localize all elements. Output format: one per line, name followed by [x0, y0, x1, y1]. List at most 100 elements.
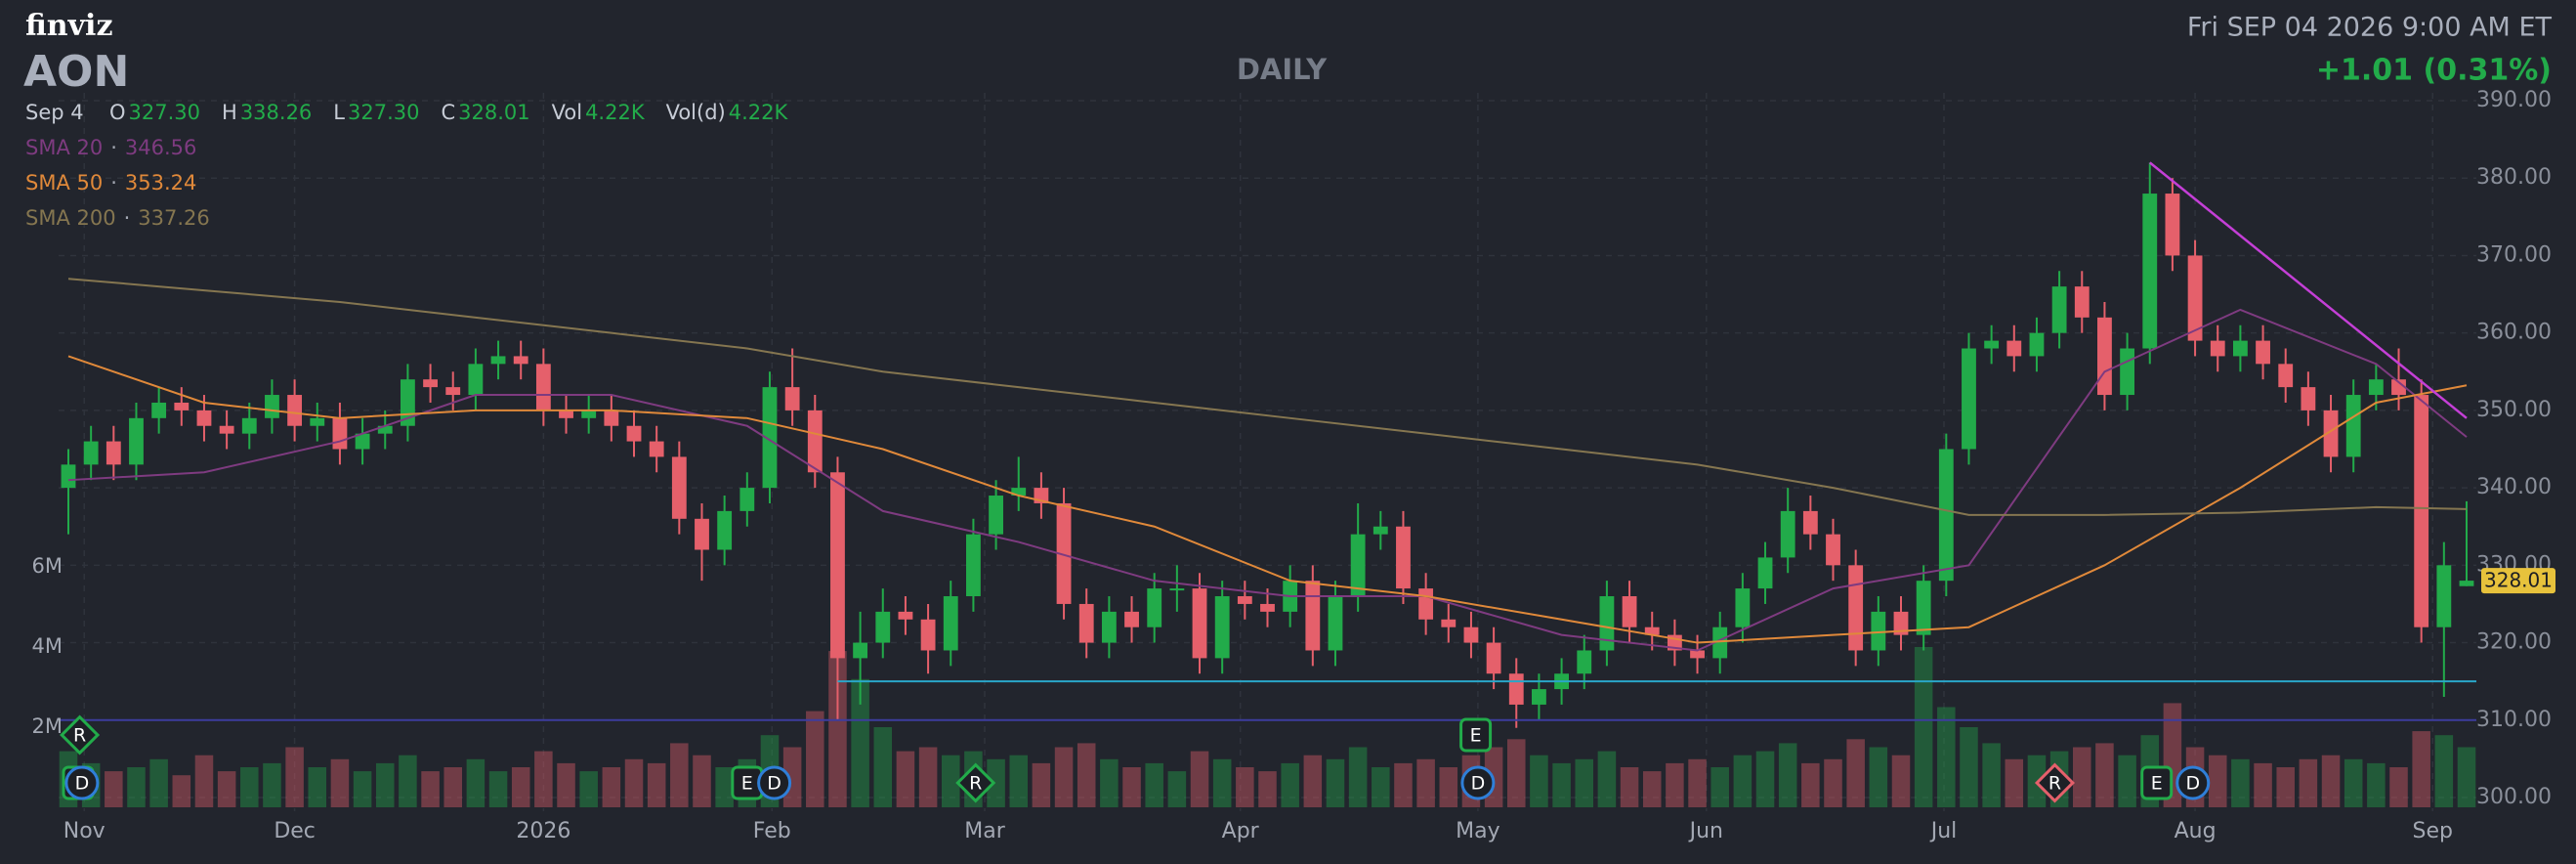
volume-bar: [602, 767, 621, 807]
info-label: O: [109, 101, 126, 124]
overlay-layer: [59, 161, 2476, 721]
y-tick-label: 350.00: [2476, 398, 2552, 422]
volume-bar: [1688, 758, 1707, 807]
candle-body: [513, 356, 528, 365]
event-label: E: [1470, 725, 1482, 747]
volume-bar: [2434, 735, 2454, 807]
legend-value: 337.26: [138, 206, 209, 230]
price-layer: [61, 162, 2474, 728]
x-tick-label: Jul: [1929, 819, 1958, 843]
info-date: Sep 4: [25, 101, 84, 124]
sma-line: [67, 278, 2468, 516]
candle-body: [717, 510, 733, 550]
grid: [59, 93, 2476, 811]
volume-tick-label: 6M: [32, 554, 63, 578]
legend-name: SMA 20: [25, 136, 103, 159]
candle-body: [1848, 565, 1864, 651]
candle-body: [1802, 510, 1818, 535]
candle-body: [1441, 619, 1457, 627]
volume-bar: [1642, 771, 1662, 807]
event-label: D: [75, 773, 90, 795]
candle-body: [1916, 581, 1931, 635]
candle-body: [2256, 340, 2270, 365]
volume-bar: [1846, 739, 1865, 807]
candle-body: [196, 410, 212, 426]
candle-body: [1463, 626, 1479, 643]
volume-bar: [1755, 751, 1775, 807]
event-label: R: [73, 725, 86, 747]
volume-bar: [1167, 771, 1187, 807]
candle-body: [377, 425, 393, 434]
candle-body: [1124, 611, 1139, 627]
x-tick-label: Aug: [2175, 819, 2217, 843]
candle-body: [219, 425, 234, 434]
volume-bar: [1212, 758, 1232, 807]
price-change: +1.01 (0.31%): [2316, 54, 2552, 88]
y-tick-label: 310.00: [2476, 708, 2552, 732]
last-price-label: 328.01: [2484, 569, 2553, 592]
candle-body: [966, 534, 981, 597]
volume-bar: [918, 747, 938, 807]
candle-body: [332, 417, 348, 450]
volume-bar: [1054, 747, 1074, 807]
info-value: 328.01: [458, 101, 529, 124]
legend-value: 353.24: [125, 171, 196, 194]
candle-body: [1101, 611, 1117, 643]
volume-bar: [715, 767, 734, 807]
volume-bar: [149, 758, 168, 807]
candle-body: [61, 464, 76, 489]
candle-body: [649, 441, 664, 457]
candle-body: [943, 596, 958, 651]
volume-bar: [2118, 755, 2136, 807]
volume-bar: [806, 711, 824, 807]
candle-body: [1418, 588, 1434, 620]
volume-bar: [217, 771, 236, 807]
event-label: E: [741, 773, 753, 795]
volume-bar: [828, 651, 847, 807]
candle-body: [151, 402, 167, 418]
candle-body: [853, 642, 868, 659]
volume-bar: [194, 755, 214, 807]
candle-body: [1599, 596, 1615, 651]
volume-bar: [873, 727, 893, 807]
ticker: AON: [23, 47, 129, 97]
candle-body: [1169, 588, 1185, 591]
volume-bar: [1326, 758, 1345, 807]
volume-bar: [647, 762, 666, 807]
volume-bar: [1122, 767, 1141, 807]
candle-body: [1735, 588, 1751, 627]
volume-bar: [1666, 762, 1684, 807]
volume-bar: [1145, 762, 1163, 807]
candle-body: [2414, 395, 2429, 627]
y-tick-label: 370.00: [2476, 242, 2552, 267]
volume-bar: [353, 771, 372, 807]
candle-body: [535, 364, 551, 410]
label-layer: finviz AON DAILY Fri SEP 04 2026 9:00 AM…: [23, 9, 2555, 843]
event-marker: [60, 714, 101, 756]
event-marker: [1459, 717, 1493, 753]
event-label: D: [1471, 773, 1486, 795]
candle-body: [1712, 626, 1728, 659]
candle-body: [559, 410, 573, 418]
legend-separator: ·: [110, 136, 117, 159]
volume-bar: [1801, 762, 1820, 807]
volume-bar: [1032, 762, 1051, 807]
volume-bar: [2321, 755, 2341, 807]
volume-bar: [2208, 755, 2227, 807]
volume-bar: [1348, 747, 1368, 807]
volume-bar: [511, 767, 530, 807]
volume-bar: [1439, 767, 1458, 807]
event-marker: [1460, 765, 1496, 800]
volume-bar: [2299, 758, 2318, 807]
candle-body: [1147, 588, 1162, 627]
candle-body: [784, 387, 800, 410]
volume-bar: [624, 758, 644, 807]
candle-body: [445, 387, 461, 396]
y-tick-label: 360.00: [2476, 321, 2552, 345]
volume-bar: [2073, 747, 2091, 807]
volume-tick-label: 4M: [32, 634, 63, 658]
volume-bar: [240, 767, 259, 807]
volume-bar: [127, 767, 146, 807]
candle-body: [739, 488, 755, 511]
candle-body: [581, 410, 597, 418]
